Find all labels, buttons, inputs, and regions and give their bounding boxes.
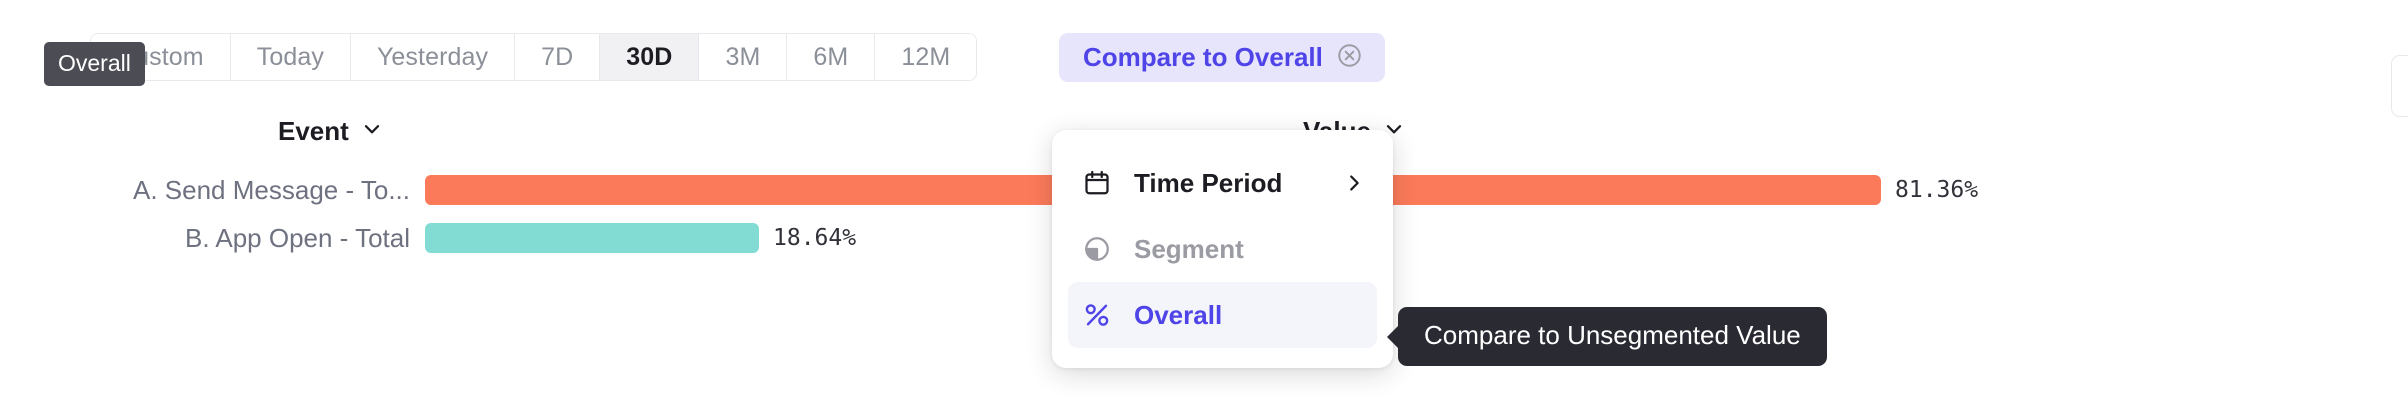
unsegmented-value-tooltip: Compare to Unsegmented Value [1398,307,1827,366]
menu-item-time-period[interactable]: Time Period [1068,150,1377,216]
compare-to-overall-button[interactable]: Compare to Overall [1059,33,1385,82]
tab-yesterday[interactable]: Yesterday [350,34,516,80]
time-range-selector[interactable]: Custom Today Yesterday 7D 30D 3M 6M 12M [90,33,978,81]
chevron-down-icon[interactable] [1383,116,1405,147]
overall-tooltip: Overall [44,42,145,86]
calendar-icon [1082,168,1116,198]
chart-bar-b [425,223,759,253]
chart-row-label: B. App Open - Total [185,223,410,253]
menu-item-label: Overall [1134,299,1223,330]
chart-bar-value-a: 81.36% [1895,177,1979,203]
chart-bar-value-b: 18.64% [773,225,857,251]
tab-6m[interactable]: 6M [787,34,876,80]
menu-item-label: Segment [1134,233,1244,264]
menu-item-label: Time Period [1134,167,1283,198]
menu-item-overall[interactable]: Overall [1068,282,1377,348]
compare-to-overall-label: Compare to Overall [1083,42,1323,72]
tab-12m[interactable]: 12M [875,34,977,80]
chevron-down-icon[interactable] [361,116,383,147]
chart-row-label: A. Send Message - To... [133,175,410,205]
tab-today[interactable]: Today [230,34,351,80]
close-circle-icon[interactable] [1336,42,1363,74]
tab-3m[interactable]: 3M [699,34,788,80]
clipped-right-control[interactable] [2391,55,2408,117]
chevron-right-icon [1343,172,1365,194]
compare-options-menu[interactable]: Time Period Segment [1052,130,1393,368]
column-header-event-label: Event [278,116,349,146]
percent-icon [1082,300,1116,330]
column-header-event[interactable]: Event [278,116,383,147]
chart-row: B. App Open - Total 18.64% [0,216,2408,260]
tab-7d[interactable]: 7D [515,34,601,80]
tab-30d[interactable]: 30D [600,34,700,80]
pie-chart-icon [1082,234,1116,264]
menu-item-segment: Segment [1068,216,1377,282]
